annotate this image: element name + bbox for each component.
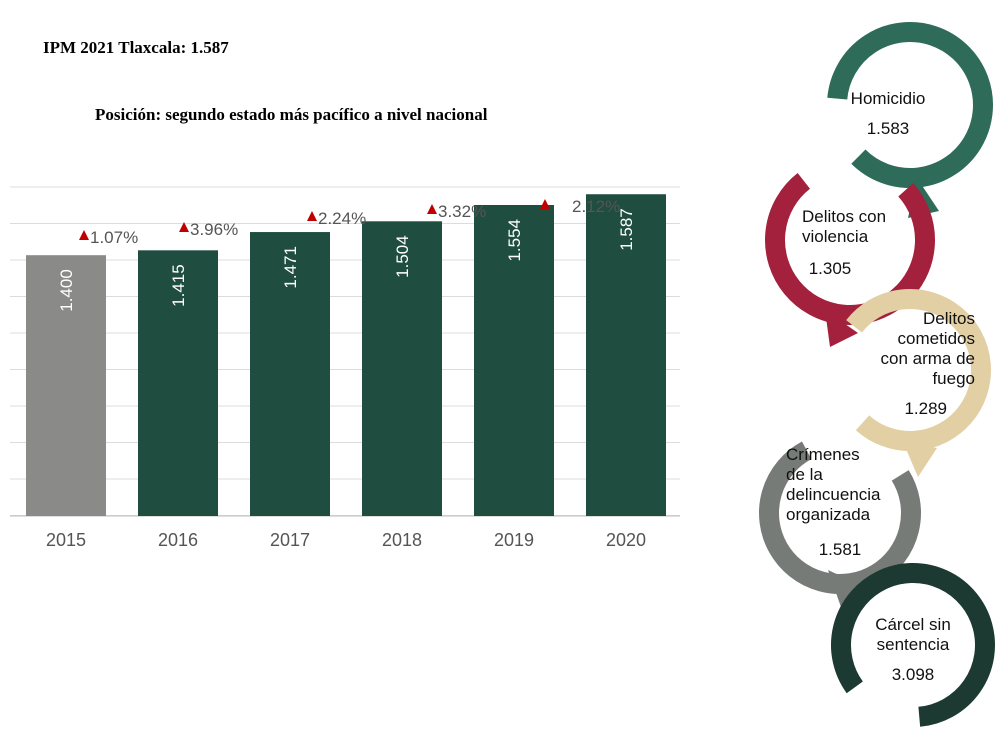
indicator-label: cometidos [898,329,975,348]
change-label: 2.24% [318,209,366,228]
indicator-label: Delitos [923,309,975,328]
indicator-label: de la [786,465,823,484]
bar-2016 [138,250,218,516]
increase-arrow-icon [540,199,550,209]
increase-arrow-icon [427,204,437,214]
bar-value-label: 1.471 [281,246,300,289]
page-title: IPM 2021 Tlaxcala: 1.587 [43,38,229,57]
bar-value-label: 1.554 [505,219,524,262]
indicator-value: 3.098 [892,665,935,684]
indicator-ring [759,441,921,594]
indicator-label: Homicidio [851,89,926,108]
page-subtitle: Posición: segundo estado más pacífico a … [95,105,488,124]
indicator-label: con arma de [881,349,976,368]
x-tick-label: 2015 [46,530,86,550]
arrow-head-icon [825,310,858,347]
increase-arrow-icon [307,211,317,221]
indicator-label: violencia [802,227,869,246]
bar-2017 [250,232,330,516]
increase-arrow-icon [79,230,89,240]
indicator-label: Crímenes [786,445,860,464]
bar-2019 [474,204,554,516]
indicator-ring [846,289,991,451]
indicator-label: sentencia [877,635,950,654]
change-label: 1.07% [90,228,138,247]
indicator-label: fuego [932,369,975,388]
indicator-value: 1.583 [867,119,910,138]
bar-value-label: 1.587 [617,208,636,251]
x-tick-label: 2017 [270,530,310,550]
indicator-value: 1.289 [904,399,947,418]
indicator-label: delincuencia [786,485,881,504]
change-label: 3.32% [438,202,486,221]
increase-arrow-icon [179,222,189,232]
change-label: 2.12% [572,197,620,216]
indicator-ring [765,173,935,325]
indicator-ring [831,563,995,727]
bar-2018 [362,221,442,516]
indicator-label: Cárcel sin [875,615,951,634]
bar-value-label: 1.415 [169,264,188,307]
bar-chart: 1.400 2015 1.415 2016 1.471 2017 1.504 2018 1.55… [10,186,680,550]
x-tick-label: 2018 [382,530,422,550]
bar-value-label: 1.400 [57,269,76,312]
bar-value-label: 1.504 [393,235,412,278]
x-tick-label: 2019 [494,530,534,550]
bar-2020 [586,194,666,516]
indicator-label: Delitos con [802,207,886,226]
indicator-ring [827,22,993,188]
arrow-head-icon [828,570,860,610]
indicator-value: 1.305 [809,259,852,278]
bar-2015 [26,255,106,516]
x-tick-label: 2016 [158,530,198,550]
change-label: 3.96% [190,220,238,239]
indicator-value: 1.581 [819,540,862,559]
x-tick-label: 2020 [606,530,646,550]
arrow-head-icon [903,442,937,477]
indicator-label: organizada [786,505,871,524]
